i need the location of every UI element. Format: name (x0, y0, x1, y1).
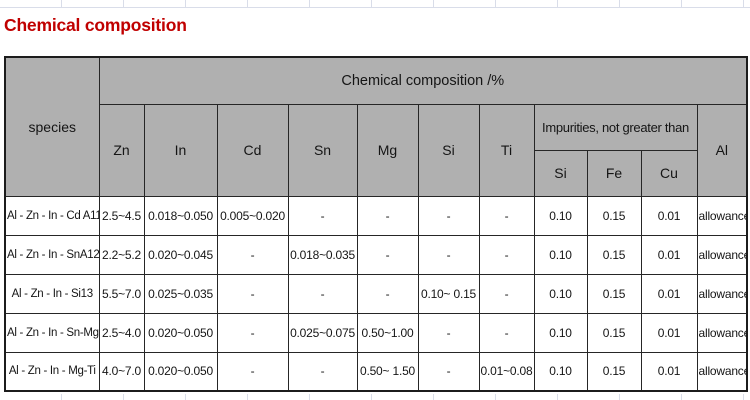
table-row: Al - Zn - In - Si13 5.5~7.0 0.025~0.035 … (4, 273, 748, 314)
sn-value-cell: - (287, 195, 358, 236)
table-row: Al - Zn - In - SnA12 2.2~5.2 0.020~0.045… (4, 234, 748, 275)
mg-value-cell: - (356, 234, 419, 275)
sn-value-cell: 0.018~0.035 (287, 234, 358, 275)
cd-value-cell: - (216, 273, 289, 314)
si-value-cell: - (417, 234, 480, 275)
cd-value-cell: - (216, 312, 289, 353)
impurity-fe-cell: 0.15 (586, 351, 642, 392)
si-value-cell: - (417, 195, 480, 236)
mg-value-cell: - (356, 195, 419, 236)
al-cell: allowance (696, 273, 748, 314)
impurity-fe-cell: 0.15 (586, 234, 642, 275)
ti-value-cell: - (478, 312, 535, 353)
species-cell: Al - Zn - In - Si13 (4, 273, 100, 314)
spreadsheet-gridlines-bottom (0, 394, 750, 400)
zn-value-cell: 5.5~7.0 (98, 273, 145, 314)
header-impurity-si: Si (533, 149, 588, 197)
impurity-fe-cell: 0.15 (586, 273, 642, 314)
header-element-sn: Sn (287, 103, 358, 197)
header-composition-percent: Chemical composition /% (98, 56, 748, 105)
header-row-2: Zn In Cd Sn Mg Si Ti Impurities, not gre… (5, 103, 748, 197)
header-element-cd: Cd (216, 103, 289, 197)
header-impurities: Impurities, not greater than (533, 103, 698, 151)
mg-value-cell: 0.50~ 1.50 (356, 351, 419, 392)
in-value-cell: 0.025~0.035 (143, 273, 218, 314)
header-row-1: species Chemical composition /% (4, 56, 748, 197)
ti-value-cell: 0.01~0.08 (478, 351, 535, 392)
sn-value-cell: 0.025~0.075 (287, 312, 358, 353)
species-cell: Al - Zn - In - Mg-Ti (4, 351, 100, 392)
header-element-zn: Zn (98, 103, 145, 197)
impurity-cu-cell: 0.01 (640, 351, 698, 392)
impurity-si-cell: 0.10 (533, 195, 588, 236)
sn-value-cell: - (287, 273, 358, 314)
impurity-si-cell: 0.10 (533, 312, 588, 353)
header-impurity-fe: Fe (586, 149, 642, 197)
zn-value-cell: 4.0~7.0 (98, 351, 145, 392)
ti-value-cell: - (478, 273, 535, 314)
al-cell: allowance (696, 234, 748, 275)
cd-value-cell: - (216, 351, 289, 392)
in-value-cell: 0.020~0.050 (143, 312, 218, 353)
impurity-fe-cell: 0.15 (586, 195, 642, 236)
table-row: Al - Zn - In - Sn-Mg 2.5~4.0 0.020~0.050… (4, 312, 748, 353)
impurity-cu-cell: 0.01 (640, 234, 698, 275)
in-value-cell: 0.018~0.050 (143, 195, 218, 236)
impurity-si-cell: 0.10 (533, 273, 588, 314)
zn-value-cell: 2.5~4.5 (98, 195, 145, 236)
species-cell: Al - Zn - In - Sn-Mg (4, 312, 100, 353)
sn-value-cell: - (287, 351, 358, 392)
species-cell: Al - Zn - In - SnA12 (4, 234, 100, 275)
zn-value-cell: 2.5~4.0 (98, 312, 145, 353)
impurity-si-cell: 0.10 (533, 351, 588, 392)
page-title: Chemical composition (4, 15, 187, 35)
in-value-cell: 0.020~0.045 (143, 234, 218, 275)
spreadsheet-gridlines-top (0, 0, 750, 8)
impurity-cu-cell: 0.01 (640, 312, 698, 353)
ti-value-cell: - (478, 195, 535, 236)
ti-value-cell: - (478, 234, 535, 275)
header-impurity-cu: Cu (640, 149, 698, 197)
al-cell: allowance (696, 351, 748, 392)
cd-value-cell: 0.005~0.020 (216, 195, 289, 236)
si-value-cell: 0.10~ 0.15 (417, 273, 480, 314)
al-cell: allowance (696, 195, 748, 236)
impurity-si-cell: 0.10 (533, 234, 588, 275)
header-row-3: Si Fe Cu (5, 149, 747, 197)
chemical-composition-table: species Chemical composition /% Zn In Cd… (4, 56, 749, 392)
header-element-mg: Mg (356, 103, 419, 197)
impurity-fe-cell: 0.15 (586, 312, 642, 353)
mg-value-cell: - (356, 273, 419, 314)
table-row: Al - Zn - In - Cd A11 2.5~4.5 0.018~0.05… (4, 195, 748, 236)
table-row: Al - Zn - In - Mg-Ti 4.0~7.0 0.020~0.050… (4, 351, 748, 392)
si-value-cell: - (417, 351, 480, 392)
header-species: species (4, 56, 100, 197)
species-cell: Al - Zn - In - Cd A11 (4, 195, 100, 236)
impurity-cu-cell: 0.01 (640, 195, 698, 236)
impurity-cu-cell: 0.01 (640, 273, 698, 314)
header-element-al: Al (696, 103, 748, 197)
header-element-si: Si (417, 103, 480, 197)
zn-value-cell: 2.2~5.2 (98, 234, 145, 275)
al-cell: allowance (696, 312, 748, 353)
header-element-ti: Ti (478, 103, 535, 197)
mg-value-cell: 0.50~1.00 (356, 312, 419, 353)
in-value-cell: 0.020~0.050 (143, 351, 218, 392)
si-value-cell: - (417, 312, 480, 353)
cd-value-cell: - (216, 234, 289, 275)
header-element-in: In (143, 103, 218, 197)
